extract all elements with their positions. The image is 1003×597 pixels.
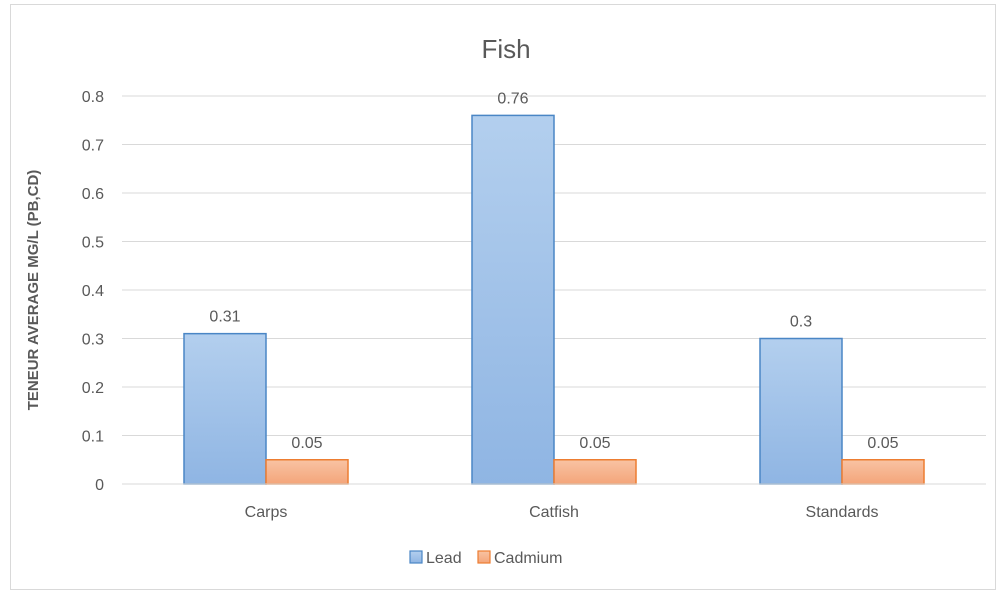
bar-cadmium-standards — [841, 459, 925, 485]
y-tick-label: 0.3 — [82, 332, 104, 349]
y-axis-label: TENEUR AVERAGE MG/L (PB,CD) — [25, 170, 42, 411]
legend: Lead Cadmium — [409, 550, 562, 567]
legend-swatch-cadmium — [477, 550, 491, 564]
legend-label-lead: Lead — [426, 550, 462, 567]
data-labels: 0.31 0.05 0.76 0.05 0.3 0.05 — [209, 90, 898, 451]
legend-swatch-lead — [409, 550, 423, 564]
y-tick-label: 0.6 — [82, 186, 104, 203]
y-tick-label: 0.4 — [82, 283, 104, 300]
y-tick-label: 0.1 — [82, 429, 104, 446]
y-tick-label: 0.8 — [82, 89, 104, 106]
bar-cadmium-catfish — [553, 459, 637, 485]
y-axis-ticks: 0 0.1 0.2 0.3 0.4 0.5 0.6 0.7 0.8 — [82, 89, 104, 494]
bar-lead-carps — [183, 332, 267, 485]
chart-title: Fish — [481, 34, 530, 64]
x-tick-label: Catfish — [529, 504, 579, 521]
x-tick-label: Carps — [245, 504, 288, 521]
data-label: 0.05 — [867, 435, 898, 452]
data-label: 0.76 — [497, 90, 528, 107]
y-tick-label: 0 — [95, 477, 104, 494]
data-label: 0.05 — [579, 435, 610, 452]
y-tick-label: 0.7 — [82, 138, 104, 155]
data-label: 0.05 — [291, 435, 322, 452]
bar-lead-standards — [759, 337, 843, 485]
bars — [183, 114, 925, 485]
y-tick-label: 0.2 — [82, 380, 104, 397]
bar-lead-catfish — [471, 114, 555, 485]
data-label: 0.31 — [209, 309, 240, 326]
bar-cadmium-carps — [265, 459, 349, 485]
y-tick-label: 0.5 — [82, 235, 104, 252]
x-axis-ticks: Carps Catfish Standards — [245, 504, 879, 521]
legend-label-cadmium: Cadmium — [494, 550, 562, 567]
data-label: 0.3 — [790, 314, 812, 331]
x-tick-label: Standards — [806, 504, 879, 521]
